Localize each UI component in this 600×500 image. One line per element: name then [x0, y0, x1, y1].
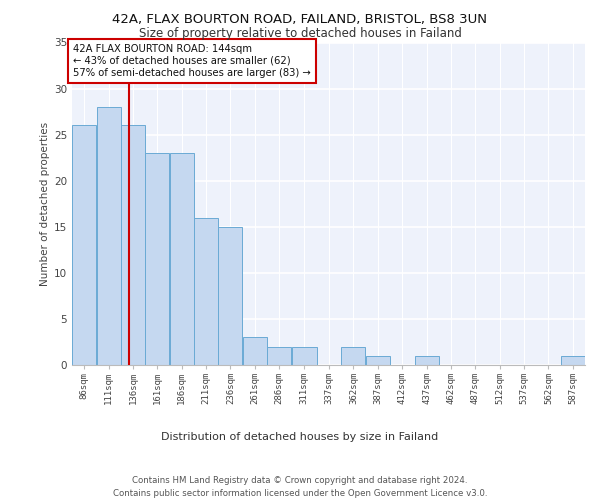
Bar — [267, 346, 291, 365]
Bar — [97, 107, 121, 365]
Bar — [292, 346, 317, 365]
Bar — [121, 126, 145, 365]
Y-axis label: Number of detached properties: Number of detached properties — [40, 122, 50, 286]
Text: 42A FLAX BOURTON ROAD: 144sqm
← 43% of detached houses are smaller (62)
57% of s: 42A FLAX BOURTON ROAD: 144sqm ← 43% of d… — [73, 44, 311, 78]
Bar — [415, 356, 439, 365]
Bar — [194, 218, 218, 365]
Bar — [561, 356, 585, 365]
Bar — [341, 346, 365, 365]
Bar — [366, 356, 390, 365]
Text: Size of property relative to detached houses in Failand: Size of property relative to detached ho… — [139, 28, 461, 40]
Text: 42A, FLAX BOURTON ROAD, FAILAND, BRISTOL, BS8 3UN: 42A, FLAX BOURTON ROAD, FAILAND, BRISTOL… — [113, 12, 487, 26]
Text: Distribution of detached houses by size in Failand: Distribution of detached houses by size … — [161, 432, 439, 442]
Bar — [170, 153, 194, 365]
Bar — [72, 126, 96, 365]
Text: Contains HM Land Registry data © Crown copyright and database right 2024.
Contai: Contains HM Land Registry data © Crown c… — [113, 476, 487, 498]
Bar — [218, 227, 242, 365]
Bar — [243, 338, 267, 365]
Bar — [145, 153, 169, 365]
